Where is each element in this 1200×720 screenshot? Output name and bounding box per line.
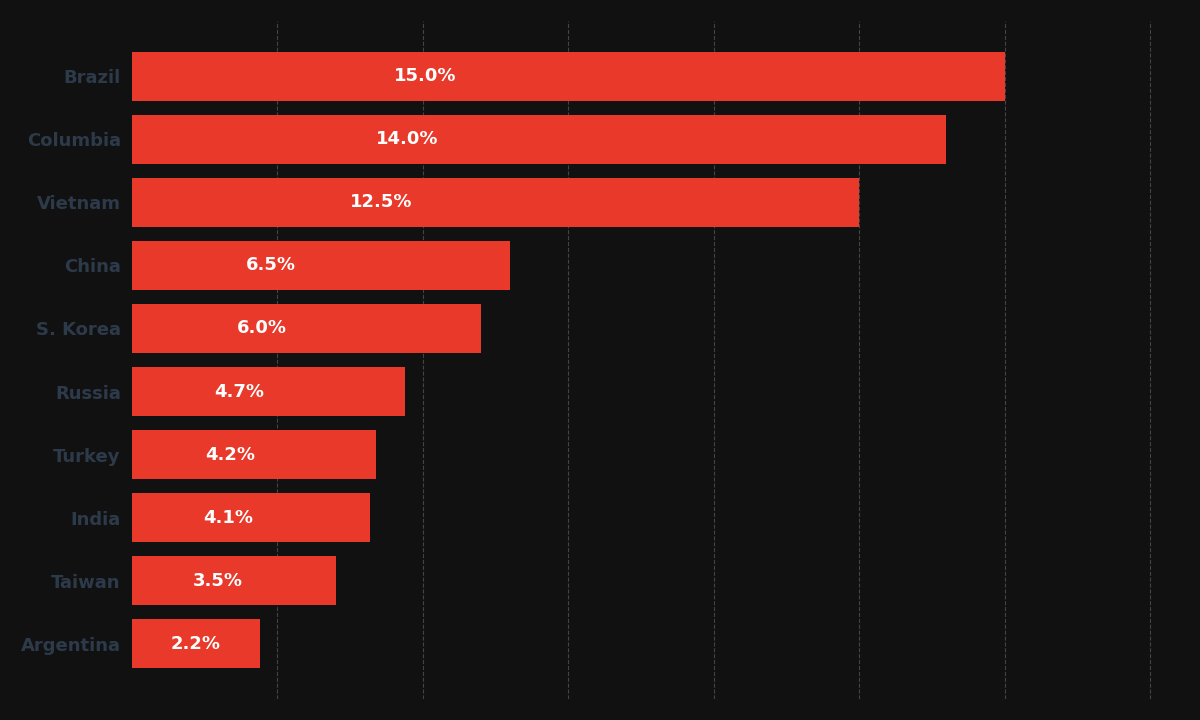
Text: 6.0%: 6.0% xyxy=(236,320,287,338)
Text: 12.5%: 12.5% xyxy=(350,194,413,212)
Bar xyxy=(132,240,510,290)
Text: 4.7%: 4.7% xyxy=(214,382,264,400)
Bar xyxy=(132,52,1004,101)
Text: 4.1%: 4.1% xyxy=(204,508,253,526)
Bar xyxy=(132,619,260,668)
Text: 4.2%: 4.2% xyxy=(205,446,256,464)
Bar xyxy=(132,493,371,542)
Text: 2.2%: 2.2% xyxy=(170,635,221,653)
Bar xyxy=(132,114,947,164)
Bar xyxy=(132,556,336,606)
Bar xyxy=(132,430,377,480)
Text: 3.5%: 3.5% xyxy=(193,572,244,590)
Text: 15.0%: 15.0% xyxy=(394,67,456,85)
Text: 6.5%: 6.5% xyxy=(245,256,295,274)
Bar xyxy=(132,304,481,353)
Text: 14.0%: 14.0% xyxy=(377,130,439,148)
Bar xyxy=(132,178,859,227)
Bar xyxy=(132,367,406,416)
